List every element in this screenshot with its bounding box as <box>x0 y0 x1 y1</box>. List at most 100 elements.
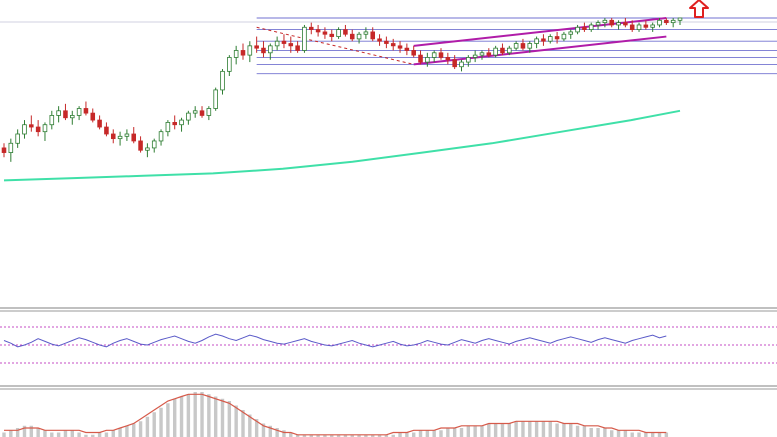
candle <box>288 36 294 53</box>
candle <box>63 103 68 121</box>
candle <box>29 115 34 132</box>
candle <box>268 43 273 60</box>
candle <box>459 59 464 72</box>
fib-guide-line <box>256 26 414 65</box>
candle <box>595 20 601 30</box>
candle-body <box>595 22 601 26</box>
candle <box>76 106 82 121</box>
candle <box>356 31 362 44</box>
candle <box>636 22 642 32</box>
candle-body <box>186 112 191 121</box>
candle <box>452 55 457 70</box>
candle <box>83 101 89 116</box>
candle-body <box>288 43 294 47</box>
candle-body <box>445 57 451 61</box>
candle-body <box>636 24 642 30</box>
candle <box>431 50 437 63</box>
candle-body <box>520 43 526 49</box>
candle-body <box>336 29 341 37</box>
candle <box>49 110 55 130</box>
candle-body <box>199 110 205 116</box>
candle <box>322 27 328 39</box>
candle-body <box>213 89 218 109</box>
candle-body <box>623 22 628 26</box>
up-arrow-icon <box>689 0 709 18</box>
candle <box>42 122 48 141</box>
candle-body <box>513 43 519 49</box>
candle-body <box>466 57 471 63</box>
candle <box>534 36 539 49</box>
moving-average <box>3 109 681 182</box>
candle <box>466 55 471 67</box>
rsi-indicator <box>0 326 777 364</box>
candle-body <box>356 33 362 40</box>
candle-body <box>582 26 587 31</box>
candle <box>411 45 416 58</box>
candle-body <box>377 38 382 42</box>
candle <box>623 18 628 28</box>
candle <box>664 18 669 25</box>
candle <box>377 34 382 46</box>
candle <box>138 136 143 153</box>
candle-body <box>165 122 171 133</box>
candle-body <box>534 38 539 44</box>
candle <box>582 22 587 32</box>
candle-body <box>588 24 594 30</box>
candle <box>670 18 676 28</box>
candle-body <box>110 133 116 140</box>
candle-body <box>431 52 437 58</box>
candle-body <box>438 52 444 58</box>
candle-body <box>486 52 492 56</box>
candle-body <box>322 31 328 35</box>
candle <box>254 36 259 53</box>
candle <box>486 48 492 58</box>
candle-body <box>397 45 403 49</box>
candle-body <box>268 45 273 54</box>
candle-body <box>343 29 348 35</box>
candle <box>527 41 533 53</box>
candle <box>165 120 171 137</box>
candle-body <box>158 131 164 142</box>
candle-body <box>459 61 464 68</box>
candle <box>507 45 512 56</box>
candle <box>438 48 444 60</box>
candle <box>588 22 594 32</box>
candle-body <box>493 47 498 56</box>
candle-body <box>411 50 416 56</box>
candle-body <box>308 26 314 31</box>
candle <box>609 18 614 28</box>
candle <box>56 106 61 123</box>
candle-body <box>1 147 7 153</box>
candle <box>425 52 430 67</box>
candle-body <box>179 119 184 126</box>
candle <box>629 20 635 32</box>
candle <box>233 45 239 65</box>
candle-body <box>274 40 280 47</box>
candle-body <box>90 112 96 121</box>
candle <box>370 27 376 42</box>
candle-body <box>172 122 177 126</box>
candle <box>199 106 205 118</box>
candle <box>186 110 191 125</box>
candle-body <box>541 38 546 42</box>
candle <box>315 24 321 37</box>
candle-body <box>349 33 355 40</box>
candle-body <box>220 70 225 91</box>
candle-body <box>425 57 430 63</box>
candle <box>397 41 403 53</box>
candle-body <box>227 57 232 72</box>
candle-body <box>281 40 287 44</box>
candle <box>145 143 150 158</box>
candle-body <box>554 36 560 40</box>
candle <box>295 41 300 53</box>
candle-body <box>63 110 68 119</box>
candle <box>90 108 96 123</box>
candle <box>151 138 157 153</box>
candle <box>561 31 567 42</box>
moving-average-line <box>3 109 681 182</box>
candle <box>227 55 232 76</box>
candle-body <box>370 31 376 40</box>
panel-separators <box>0 21 777 390</box>
candle <box>261 41 266 58</box>
candle-body <box>500 47 505 54</box>
